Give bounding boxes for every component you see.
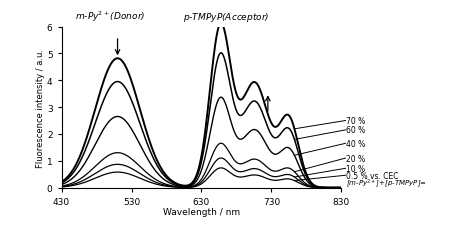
X-axis label: Wavelength / nm: Wavelength / nm bbox=[163, 207, 240, 216]
Text: 60 %: 60 % bbox=[346, 126, 365, 135]
Text: $m$-Py$^{2+}$(Donor): $m$-Py$^{2+}$(Donor) bbox=[75, 9, 146, 23]
Text: $p$-TMPyP(Acceptor): $p$-TMPyP(Acceptor) bbox=[182, 11, 269, 23]
Text: 10 %: 10 % bbox=[346, 164, 365, 173]
Y-axis label: Fluorescence intensity / a.u.: Fluorescence intensity / a.u. bbox=[36, 48, 46, 167]
Text: 0.5 % vs. CEC: 0.5 % vs. CEC bbox=[346, 171, 399, 180]
Text: 40 %: 40 % bbox=[346, 139, 365, 148]
Text: [$m$-Py$^{2+}$]+[$p$-TMPyP]=: [$m$-Py$^{2+}$]+[$p$-TMPyP]= bbox=[346, 177, 427, 189]
Text: 20 %: 20 % bbox=[346, 154, 365, 163]
Text: 70 %: 70 % bbox=[346, 117, 365, 125]
